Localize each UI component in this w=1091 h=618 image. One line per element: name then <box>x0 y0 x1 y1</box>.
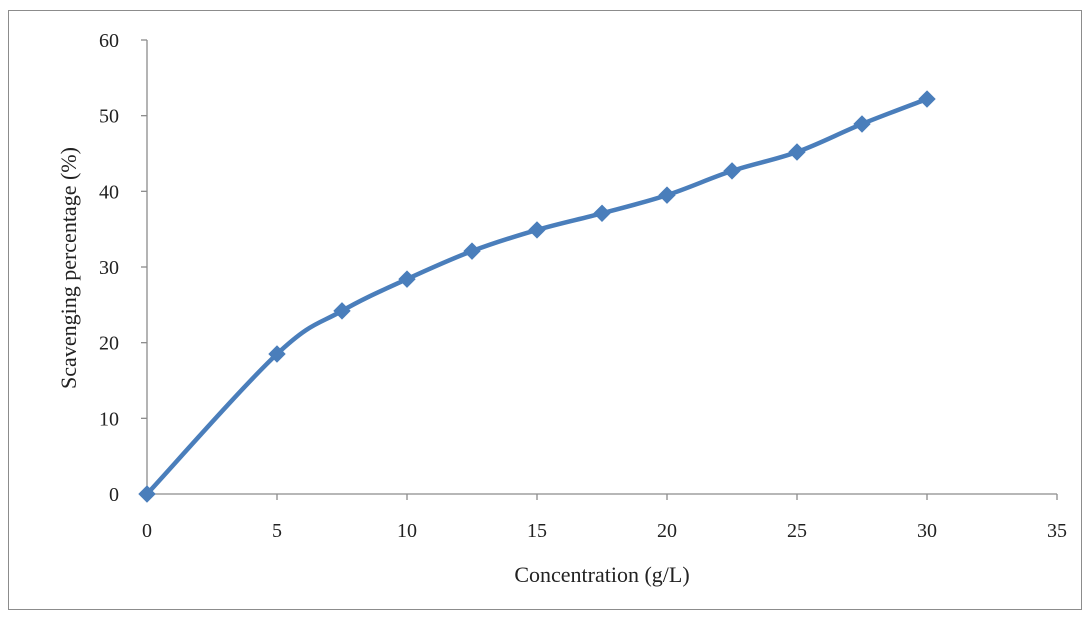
x-tick-label: 35 <box>1047 520 1067 542</box>
y-tick-label: 20 <box>99 333 119 355</box>
data-point-marker <box>528 221 546 239</box>
y-tick-label: 0 <box>109 484 119 506</box>
data-point-marker <box>333 302 351 320</box>
y-tick-label: 60 <box>99 30 119 52</box>
data-point-marker <box>723 162 741 180</box>
data-point-marker <box>788 143 806 161</box>
data-point-marker <box>853 115 871 133</box>
x-axis-title: Concentration (g/L) <box>514 562 689 587</box>
x-tick-labels: 0 5 10 15 20 25 30 35 <box>142 520 1067 542</box>
data-point-marker <box>918 90 936 108</box>
axes <box>141 39 1058 500</box>
y-tick-label: 40 <box>99 181 119 203</box>
data-point-marker <box>398 270 416 288</box>
y-tick-label: 30 <box>99 257 119 279</box>
series-markers <box>138 90 936 503</box>
data-point-marker <box>268 345 286 363</box>
x-tick-label: 30 <box>917 520 937 542</box>
data-point-marker <box>593 204 611 222</box>
data-point-marker <box>463 242 481 260</box>
y-tick-label: 10 <box>99 408 119 430</box>
x-tick-label: 0 <box>142 520 152 542</box>
data-point-marker <box>658 186 676 204</box>
data-point-marker <box>138 485 156 503</box>
x-tick-label: 15 <box>527 520 547 542</box>
x-tick-label: 20 <box>657 520 677 542</box>
series-line <box>144 96 930 497</box>
y-tick-labels: 0 10 20 30 40 50 60 <box>99 30 119 506</box>
series-lines <box>144 96 930 497</box>
x-tick-label: 25 <box>787 520 807 542</box>
y-axis-title: Scavenging percentage (%) <box>56 147 81 389</box>
x-tick-label: 5 <box>272 520 282 542</box>
y-tick-label: 50 <box>99 106 119 128</box>
x-tick-label: 10 <box>397 520 417 542</box>
